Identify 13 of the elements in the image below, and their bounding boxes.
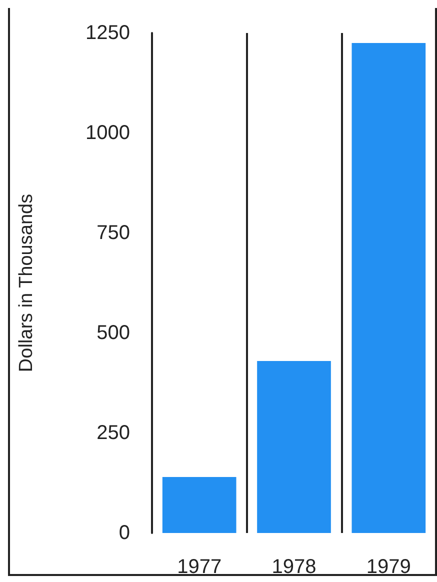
x-tick-label: 1979: [366, 556, 411, 578]
bar: [162, 477, 236, 533]
y-tick-label: 750: [96, 222, 130, 244]
x-tick-label: 1977: [177, 556, 222, 578]
x-tick-label: 1978: [272, 556, 316, 578]
y-tick-label: 0: [118, 522, 130, 544]
bar: [257, 361, 331, 533]
bar: [352, 43, 426, 533]
y-axis-title: Dollars in Thousands: [16, 194, 37, 372]
y-tick-label: 250: [96, 422, 130, 444]
y-tick-label: 500: [96, 322, 130, 344]
y-tick-label: 1000: [86, 122, 130, 144]
y-tick-label: 1250: [86, 22, 130, 44]
